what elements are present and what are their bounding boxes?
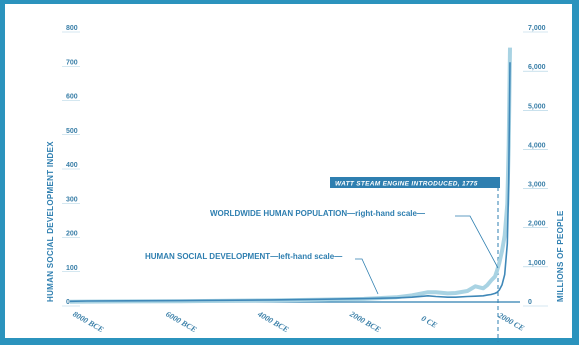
right-tick-label: 0 <box>528 299 532 306</box>
chart-frame <box>5 4 572 338</box>
plot-area: 0 100 200 300 400 500 600 700 800 0 1,000 2,000 3,00… <box>62 25 548 342</box>
left-tick-label: 300 <box>66 196 78 203</box>
social-annotation: HUMAN SOCIAL DEVELOPMENT—left-hand scale… <box>145 252 342 261</box>
population-annotation: WORLDWIDE HUMAN POPULATION—right-hand sc… <box>210 209 425 218</box>
event-banner <box>330 177 500 188</box>
event-banner-label: WATT STEAM ENGINE INTRODUCED, 1775 <box>335 181 478 188</box>
x-tick-label: 6000 BCE <box>164 309 198 334</box>
right-tick-label: 7,000 <box>528 25 546 32</box>
right-tick-label: 4,000 <box>528 142 546 149</box>
left-tick-label: 700 <box>66 59 78 66</box>
right-tick-label: 5,000 <box>528 103 546 110</box>
population-series-line <box>69 47 512 304</box>
left-tick-label: 600 <box>66 94 78 101</box>
right-axis-title: MILLIONS OF PEOPLE <box>556 210 565 302</box>
left-tick-label: 200 <box>66 231 78 238</box>
right-tick-label: 1,000 <box>528 260 546 267</box>
right-tick-label: 6,000 <box>528 64 546 71</box>
left-axis-title: HUMAN SOCIAL DEVELOPMENT INDEX <box>46 141 55 302</box>
population-leader-line <box>455 215 499 269</box>
x-tick-label: 2000 CE <box>496 310 526 333</box>
left-tick-label: 400 <box>66 162 78 169</box>
x-tick-label: 8000 BCE <box>71 309 105 334</box>
right-tick-label: 2,000 <box>528 221 546 228</box>
left-tick-label: 500 <box>66 128 78 135</box>
x-tick-label: 0 CE <box>420 314 439 330</box>
left-tick-label: 800 <box>66 25 78 32</box>
left-tick-label: 0 <box>66 299 70 306</box>
x-tick-label: 2000 BCE <box>347 309 382 334</box>
right-tick-label: 3,000 <box>528 182 546 189</box>
left-tick-label: 100 <box>66 265 78 272</box>
x-tick-label: 4000 BCE <box>255 309 290 334</box>
social-development-series-line <box>69 62 511 303</box>
social-leader-line <box>355 258 379 295</box>
